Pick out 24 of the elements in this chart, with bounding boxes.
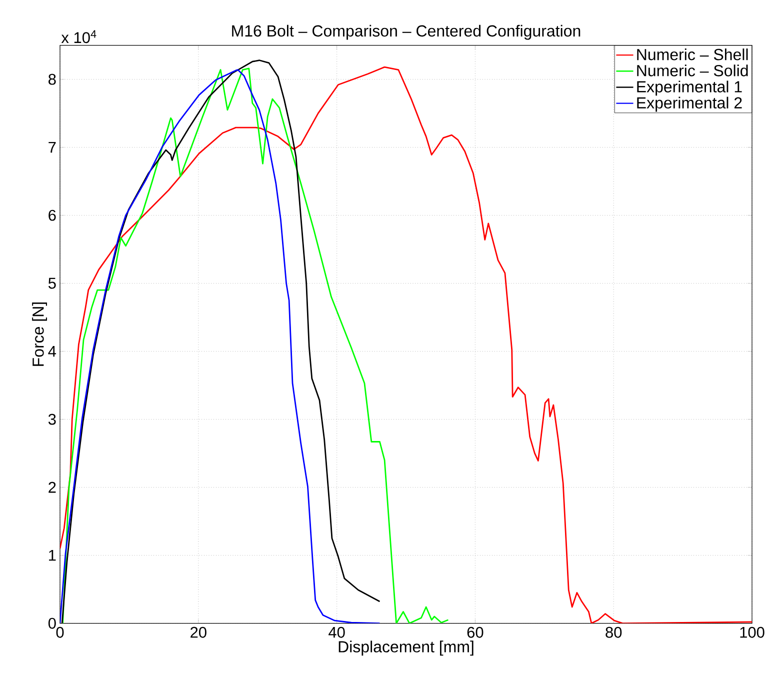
x-tick-label: 40 (328, 626, 345, 638)
y-tick-label: 3 (48, 414, 56, 425)
x-tick-label: 100 (740, 626, 764, 638)
x-tick-label: 20 (190, 626, 206, 638)
y-tick-label: 6 (48, 210, 56, 221)
y-tick-label: 1 (49, 550, 56, 561)
chart-title: M16 Bolt – Comparison – Centered Configuration (232, 24, 580, 40)
y-tick-label: 7 (48, 142, 56, 153)
x-tick-label: 60 (467, 626, 484, 638)
y-tick-label: 5 (48, 278, 56, 289)
line-series (62, 68, 449, 624)
legend-label: Experimental 2 (637, 96, 742, 112)
y-tick-label: 2 (48, 482, 56, 493)
y-tick-label: 0 (48, 618, 56, 629)
x-axis-title: Displacement [mm] (338, 640, 474, 656)
y-tick-label: 8 (48, 74, 56, 85)
y-tick-label: 4 (48, 346, 56, 357)
text: x 10$^{4}$ (61, 30, 96, 44)
x-tick-label: 80 (606, 626, 622, 638)
x-tick-label: 0 (56, 626, 64, 638)
legend-label: Numeric – Shell (637, 48, 748, 60)
legend-label: Experimental 1 (637, 80, 742, 96)
legend-label: Numeric – Solid (637, 64, 748, 76)
y-axis-title: Force [N] (32, 302, 47, 366)
